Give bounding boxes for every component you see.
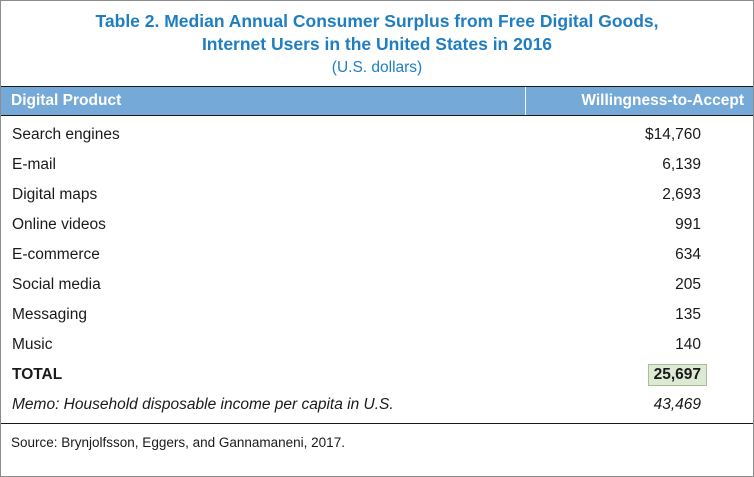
total-label: TOTAL xyxy=(12,365,63,383)
row-label: Music xyxy=(12,335,53,353)
table-body: Search engines $14,760 E-mail 6,139 Digi… xyxy=(1,116,753,420)
table-title: Table 2. Median Annual Consumer Surplus … xyxy=(1,10,753,56)
row-label: Search engines xyxy=(12,125,120,143)
column-header-digital-product: Digital Product xyxy=(11,91,122,109)
row-value: 135 xyxy=(675,305,701,323)
table-title-line1: Table 2. Median Annual Consumer Surplus … xyxy=(95,11,659,31)
row-label: E-commerce xyxy=(12,245,100,263)
source-citation: Source: Brynjolfsson, Eggers, and Gannam… xyxy=(11,434,345,450)
row-label: E-mail xyxy=(12,155,56,173)
row-value: 205 xyxy=(675,275,701,293)
bottom-divider xyxy=(1,422,753,424)
table-subtitle: (U.S. dollars) xyxy=(331,58,423,76)
row-value: 634 xyxy=(675,245,701,263)
memo-value: 43,469 xyxy=(653,395,701,413)
total-value-highlight: 25,697 xyxy=(647,363,707,386)
row-label: Messaging xyxy=(12,305,87,323)
table-row: Social media 205 xyxy=(1,270,753,300)
total-row: TOTAL 25,697 xyxy=(1,360,753,390)
table-row: E-mail 6,139 xyxy=(1,150,753,180)
table-row: Online videos 991 xyxy=(1,210,753,240)
table-row: Music 140 xyxy=(1,330,753,360)
row-label: Online videos xyxy=(12,215,106,233)
column-header-willingness-to-accept: Willingness-to-Accept xyxy=(525,86,753,115)
total-value: 25,697 xyxy=(525,363,753,386)
row-value: 6,139 xyxy=(662,155,701,173)
table-row: Messaging 135 xyxy=(1,300,753,330)
table-title-line2: Internet Users in the United States in 2… xyxy=(201,33,553,54)
row-value: 140 xyxy=(675,335,701,353)
table-row: E-commerce 634 xyxy=(1,240,753,270)
memo-label: Memo: Household disposable income per ca… xyxy=(12,395,394,413)
table-row: Search engines $14,760 xyxy=(1,120,753,150)
row-label: Digital maps xyxy=(12,185,98,203)
row-value: 2,693 xyxy=(662,185,701,203)
title-block: Table 2. Median Annual Consumer Surplus … xyxy=(1,1,753,86)
memo-row: Memo: Household disposable income per ca… xyxy=(1,390,753,420)
row-label: Social media xyxy=(12,275,101,293)
row-value: 991 xyxy=(675,215,701,233)
row-value: $14,760 xyxy=(644,125,701,143)
table-row: Digital maps 2,693 xyxy=(1,180,753,210)
table-header-row: Digital Product Willingness-to-Accept xyxy=(1,85,753,116)
